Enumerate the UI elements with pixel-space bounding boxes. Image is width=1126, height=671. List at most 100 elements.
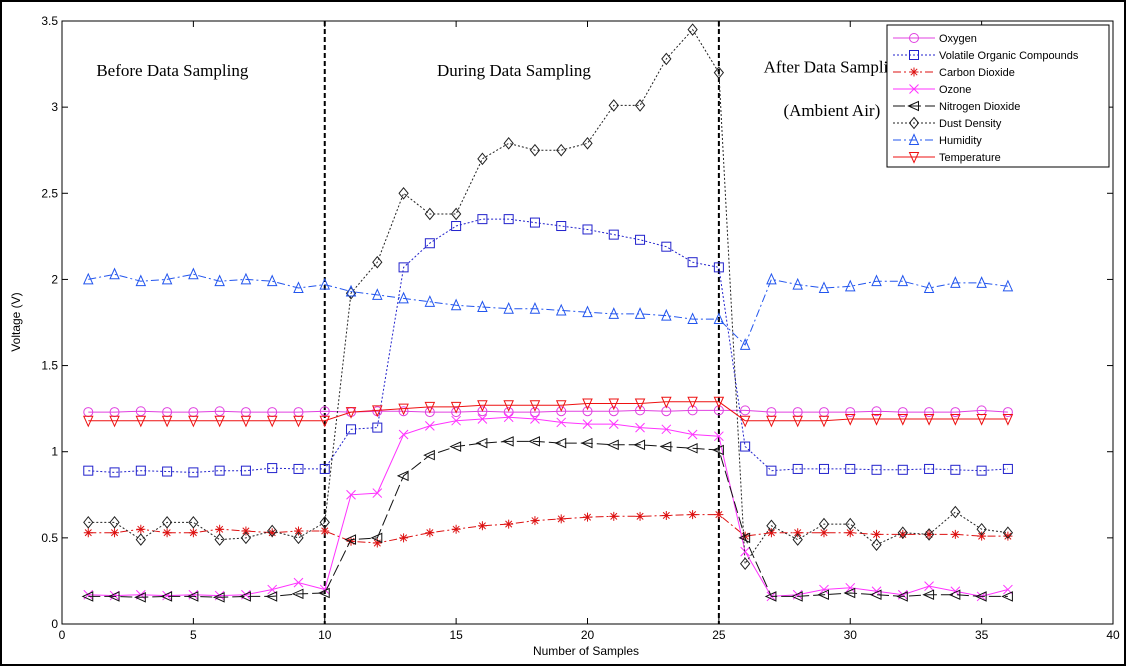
y-tick-label: 1.5 — [41, 359, 58, 373]
legend-label-carbon-dioxide: Carbon Dioxide — [939, 67, 1015, 79]
point-nitrogen-dioxide — [212, 592, 225, 603]
y-tick-label: 2.5 — [41, 186, 58, 200]
point-dust-density — [740, 557, 751, 570]
point-temperature — [477, 400, 488, 412]
point-ozone — [608, 419, 619, 430]
legend-marker-ozone — [909, 84, 919, 94]
point-volatile-organic-compounds — [214, 465, 225, 476]
point-nitrogen-dioxide — [501, 436, 514, 447]
point-ozone — [661, 424, 672, 435]
point-nitrogen-dioxide — [528, 436, 540, 447]
point-volatile-organic-compounds — [451, 221, 462, 232]
x-tick-label: 30 — [844, 628, 858, 642]
point-dust-density — [766, 519, 777, 533]
point-volatile-organic-compounds — [871, 464, 882, 475]
point-humidity — [345, 284, 357, 297]
point-ozone — [740, 546, 751, 557]
point-humidity — [293, 281, 304, 294]
point-dust-density — [503, 137, 514, 150]
point-dust-density — [319, 516, 330, 529]
point-volatile-organic-compounds — [162, 466, 173, 477]
point-dust-density — [372, 255, 383, 269]
point-carbon-dioxide — [1003, 531, 1013, 541]
legend-label-temperature: Temperature — [939, 152, 1001, 164]
point-dust-density — [267, 524, 278, 538]
point-dust-density — [529, 143, 541, 157]
point-humidity — [582, 305, 593, 318]
point-temperature — [188, 415, 199, 428]
x-tick-label: 15 — [449, 628, 463, 642]
point-nitrogen-dioxide — [554, 437, 567, 449]
point-ozone — [582, 419, 593, 430]
y-tick-label: 1 — [51, 445, 58, 459]
point-dust-density — [345, 286, 357, 300]
point-oxygen — [556, 406, 567, 417]
point-humidity — [713, 312, 725, 325]
point-volatile-organic-compounds — [818, 463, 829, 474]
point-nitrogen-dioxide — [318, 587, 330, 599]
point-oxygen — [477, 406, 488, 417]
point-nitrogen-dioxide — [659, 441, 672, 452]
point-dust-density — [477, 152, 488, 166]
point-temperature — [161, 415, 173, 428]
point-nitrogen-dioxide — [922, 589, 935, 600]
point-oxygen — [950, 407, 961, 418]
point-ozone — [635, 422, 645, 433]
point-temperature — [293, 415, 304, 428]
point-volatile-organic-compounds — [83, 465, 94, 476]
point-humidity — [240, 272, 252, 285]
point-carbon-dioxide — [110, 528, 120, 538]
point-humidity — [161, 272, 173, 285]
point-temperature — [398, 403, 409, 416]
point-ozone — [714, 431, 724, 442]
point-humidity — [214, 274, 225, 287]
point-volatile-organic-compounds — [792, 463, 803, 474]
point-humidity — [923, 281, 935, 294]
point-nitrogen-dioxide — [396, 470, 409, 482]
point-ozone — [477, 414, 488, 424]
point-dust-density — [109, 516, 120, 529]
point-humidity — [372, 288, 383, 300]
point-temperature — [950, 413, 961, 426]
point-temperature — [372, 405, 383, 418]
point-ozone — [346, 489, 356, 500]
y-tick-label: 0.5 — [41, 531, 58, 545]
x-tick-label: 10 — [318, 628, 332, 642]
y-tick-label: 0 — [51, 617, 58, 631]
point-dust-density — [634, 99, 646, 112]
point-volatile-organic-compounds — [293, 463, 304, 474]
point-volatile-organic-compounds — [608, 229, 619, 240]
legend-marker-carbon-dioxide — [909, 67, 919, 77]
point-carbon-dioxide — [451, 524, 461, 534]
point-carbon-dioxide — [688, 510, 698, 520]
point-volatile-organic-compounds — [346, 424, 357, 435]
point-humidity — [109, 267, 120, 280]
point-nitrogen-dioxide — [843, 587, 856, 599]
point-oxygen — [713, 405, 724, 416]
point-oxygen — [687, 405, 698, 416]
phase-annotation: (Ambient Air) — [783, 101, 880, 120]
y-axis-label: Voltage (V) — [9, 292, 23, 351]
point-nitrogen-dioxide — [186, 591, 199, 602]
point-humidity — [871, 274, 882, 287]
point-oxygen — [608, 406, 619, 417]
phase-annotation: During Data Sampling — [437, 61, 591, 80]
point-humidity — [608, 307, 620, 319]
point-dust-density — [135, 533, 146, 546]
point-dust-density — [214, 533, 225, 546]
point-nitrogen-dioxide — [344, 534, 357, 545]
point-oxygen — [871, 406, 882, 417]
point-temperature — [266, 415, 278, 428]
point-dust-density — [240, 531, 252, 545]
point-nitrogen-dioxide — [239, 591, 251, 602]
point-nitrogen-dioxide — [948, 589, 961, 600]
point-temperature — [897, 413, 909, 426]
legend-label-nitrogen-dioxide: Nitrogen Dioxide — [939, 101, 1020, 113]
point-temperature — [214, 415, 225, 428]
point-temperature — [582, 398, 593, 411]
point-nitrogen-dioxide — [685, 442, 698, 454]
point-dust-density — [83, 516, 94, 529]
point-carbon-dioxide — [898, 529, 908, 539]
point-oxygen — [1002, 407, 1013, 418]
point-oxygen — [451, 407, 462, 418]
